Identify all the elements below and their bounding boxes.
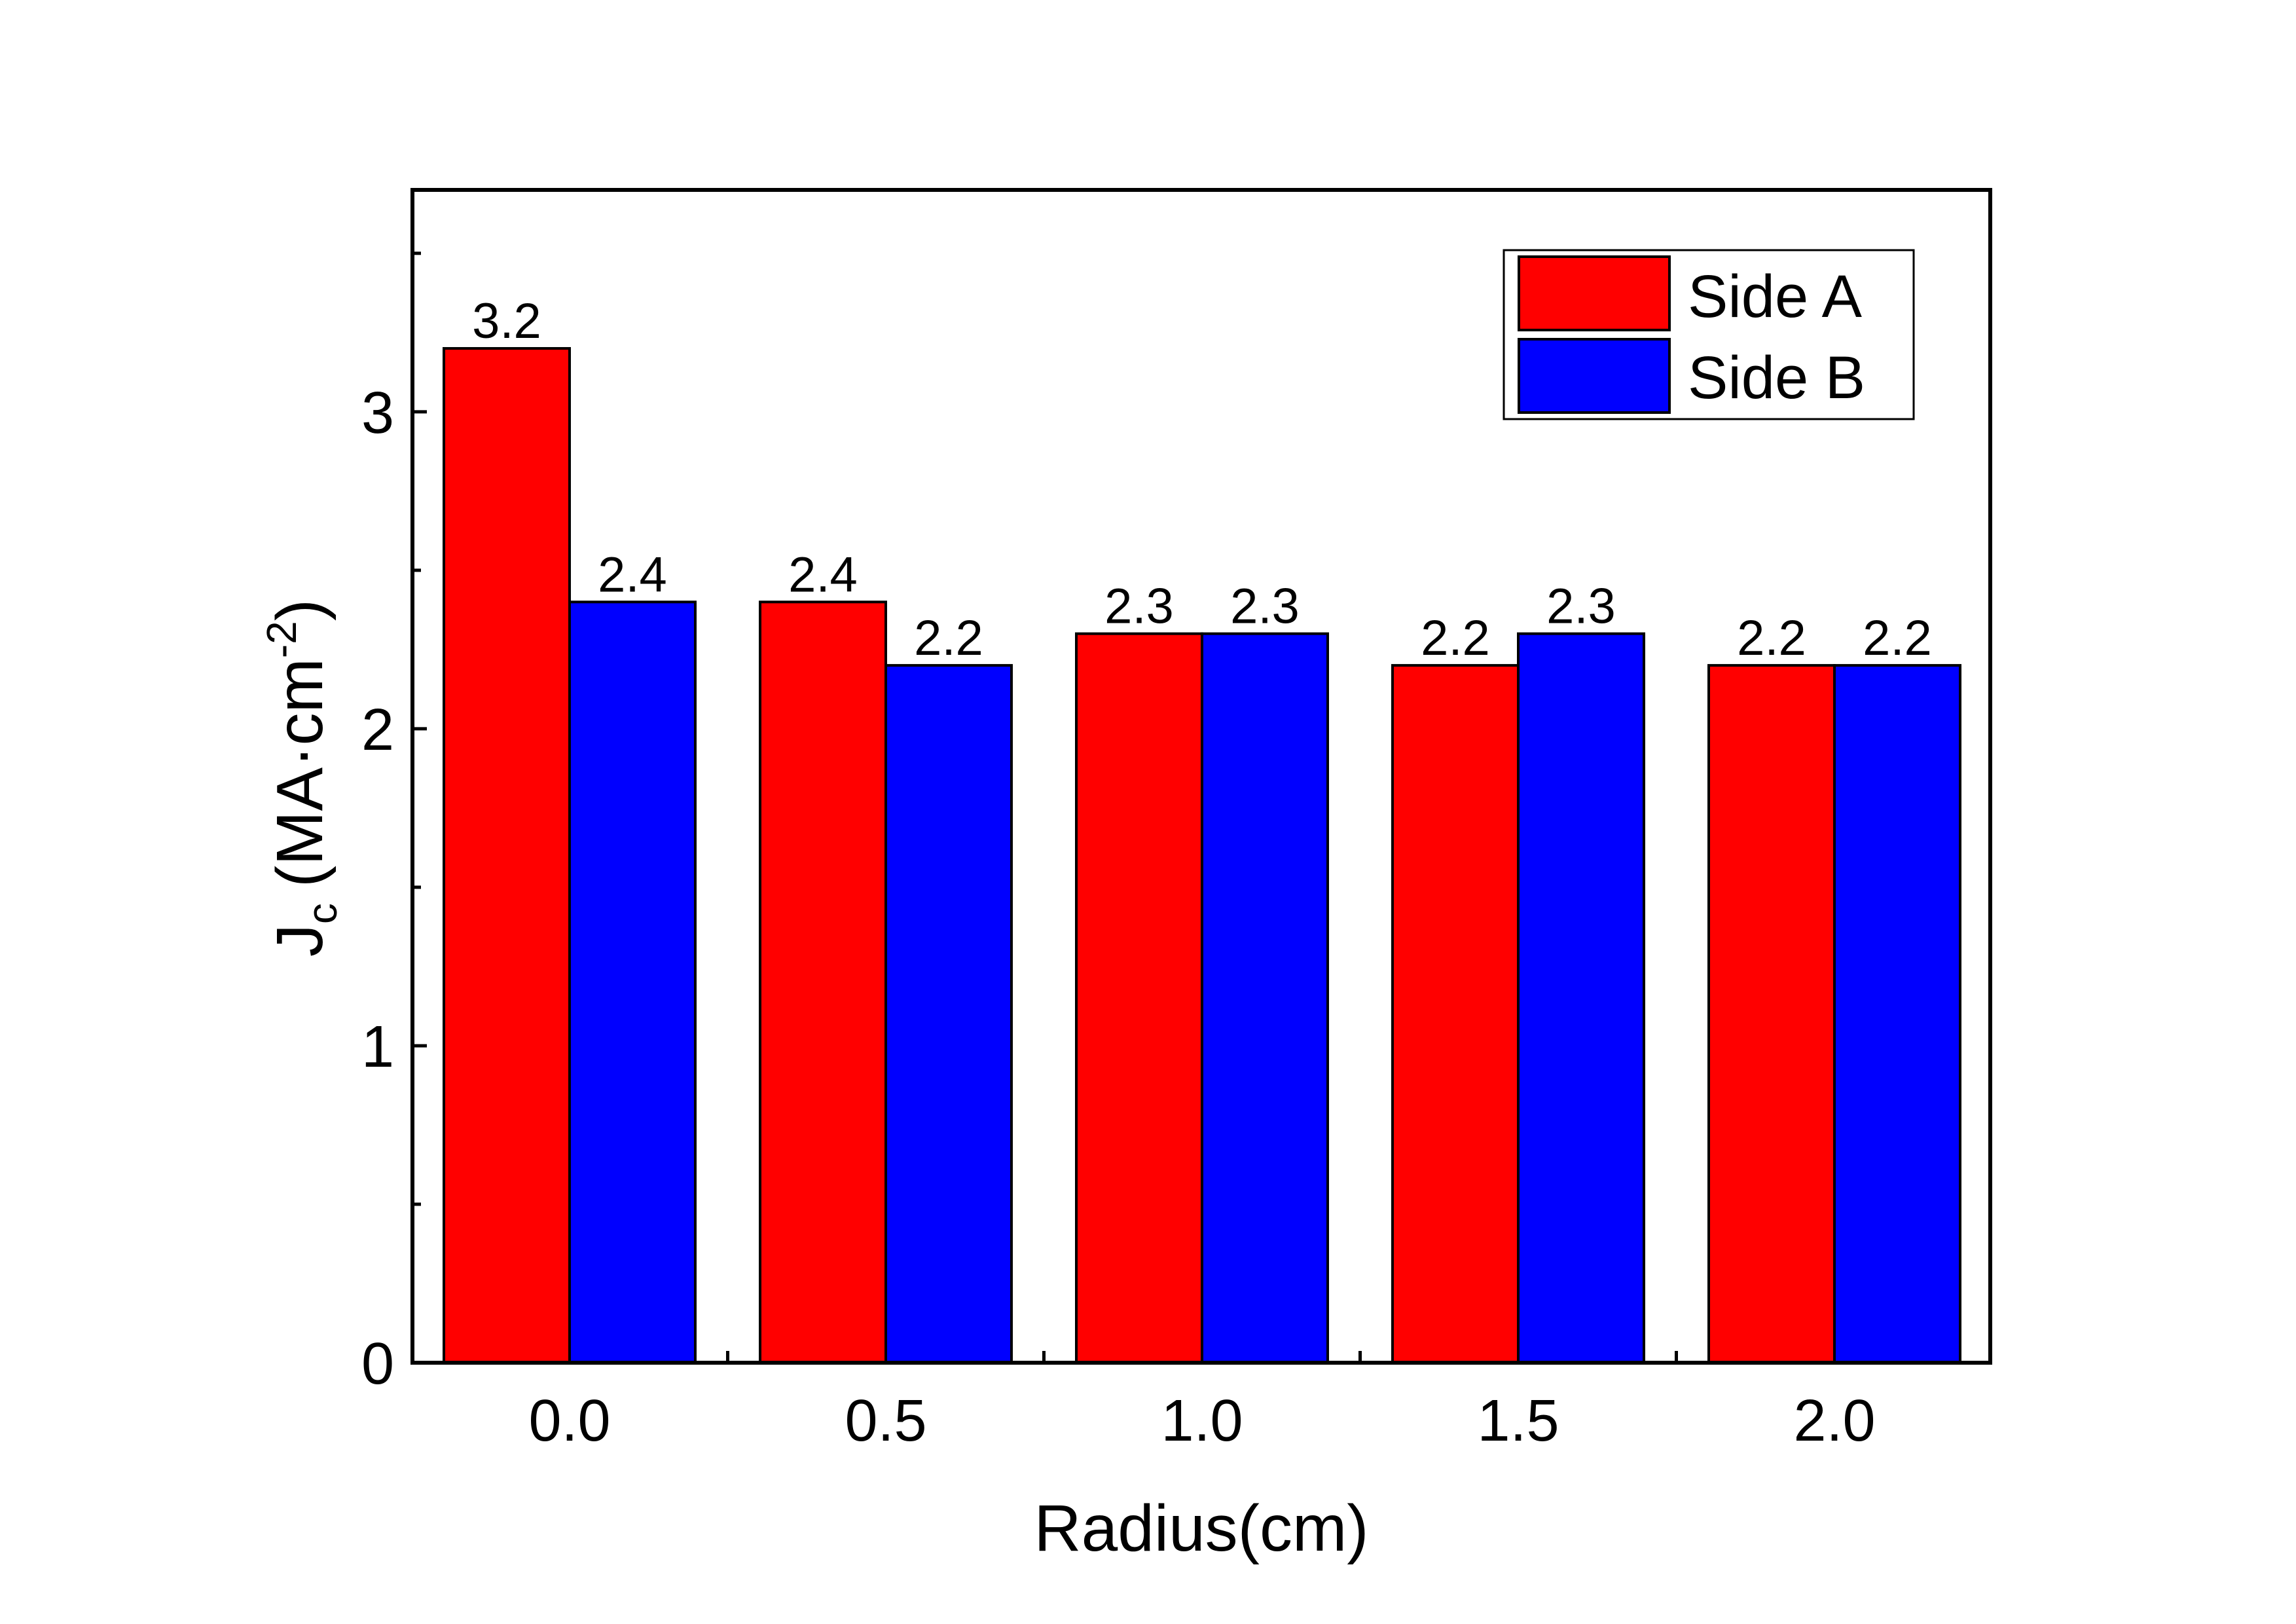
y-tick-label: 2 [361,697,394,763]
data-label-side-b-0.5: 2.2 [914,610,983,666]
x-axis: 0.0 0.5 1.0 1.5 2.0 [528,1351,1876,1454]
data-label-side-a-2.0: 2.2 [1737,610,1806,666]
y-axis-label-main: J [263,924,337,957]
legend-label-side-b: Side B [1688,344,1865,411]
bar-side-b-0.5 [884,664,1013,1364]
y-tick-label: 3 [361,380,394,446]
y-axis-label: Jc (MA·cm-2) [258,599,346,957]
y-axis-label-unit: (MA·cm [263,658,337,887]
bar-side-b-1.0 [1201,632,1329,1364]
x-axis-label: Radius(cm) [1034,1492,1368,1565]
y-axis-label-close: ) [263,599,337,621]
data-label-side-b-0.0: 2.4 [598,547,667,602]
data-label-side-b-1.5: 2.3 [1546,579,1616,635]
bar-side-a-2.0 [1707,664,1836,1364]
bar-side-a-1.5 [1391,664,1520,1364]
data-label-side-a-0.0: 3.2 [472,293,541,349]
legend-label-side-a: Side A [1688,263,1863,330]
data-label-side-a-0.5: 2.4 [788,547,858,602]
data-label-side-a-1.5: 2.2 [1421,610,1490,666]
y-tick-label: 1 [361,1014,394,1080]
bar-side-b-0.0 [568,600,697,1364]
bar-side-a-0.0 [443,347,571,1365]
y-axis-label-sup: -2 [258,621,305,658]
x-tick-label: 1.0 [1161,1388,1243,1454]
legend-swatch-side-b [1518,338,1671,414]
legend-swatch-side-a [1518,255,1671,331]
data-label-side-b-2.0: 2.2 [1863,610,1932,666]
x-tick-label: 2.0 [1793,1388,1875,1454]
data-label-side-b-1.0: 2.3 [1230,579,1300,635]
legend: Side A Side B [1503,249,1915,420]
bar-side-a-0.5 [759,600,887,1364]
data-label-side-a-1.0: 2.3 [1104,579,1174,635]
y-tick-label: 0 [361,1331,394,1397]
x-tick-label: 0.0 [528,1388,610,1454]
bar-side-a-1.0 [1075,632,1203,1364]
data-labels-layer: 3.2 2.4 2.4 2.2 2.3 2.3 2.2 2.3 2.2 2.2 [472,293,1932,666]
y-axis-label-sub: c [299,903,346,924]
bar-side-b-1.5 [1517,632,1645,1364]
x-tick-label: 0.5 [845,1388,926,1454]
bar-side-b-2.0 [1833,664,1961,1364]
y-axis: 0 1 2 3 [361,251,427,1397]
plot-frame [410,188,1992,1365]
x-tick-label: 1.5 [1477,1388,1559,1454]
bars-layer [443,347,1961,1365]
